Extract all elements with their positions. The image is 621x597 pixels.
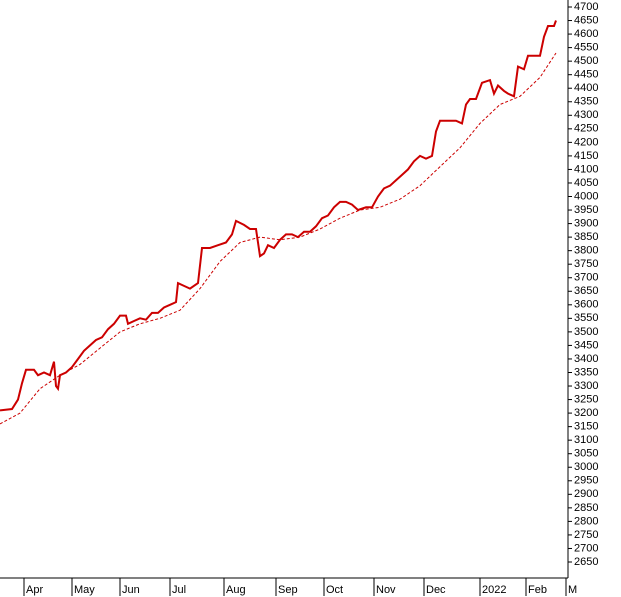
- y-tick-label: 3250: [574, 393, 598, 405]
- y-tick-label: 4100: [574, 163, 598, 175]
- y-tick-label: 2650: [574, 556, 598, 568]
- x-tick-label: Dec: [426, 584, 446, 596]
- x-tick-label: Sep: [278, 584, 298, 596]
- y-tick-label: 4000: [574, 190, 598, 202]
- y-tick-label: 4300: [574, 109, 598, 121]
- y-tick-label: 4350: [574, 96, 598, 108]
- x-tick-label: Oct: [326, 584, 343, 596]
- y-tick-label: 3550: [574, 312, 598, 324]
- y-tick-label: 4050: [574, 177, 598, 189]
- x-tick-label: Nov: [376, 584, 396, 596]
- y-tick-label: 3950: [574, 204, 598, 216]
- y-tick-label: 4600: [574, 28, 598, 40]
- x-tick-label: Jun: [122, 584, 140, 596]
- y-tick-label: 3450: [574, 339, 598, 351]
- y-tick-label: 2900: [574, 488, 598, 500]
- y-tick-label: 3800: [574, 245, 598, 257]
- y-tick-label: 4500: [574, 55, 598, 67]
- y-tick-label: 4150: [574, 150, 598, 162]
- y-tick-label: 3150: [574, 421, 598, 433]
- y-tick-label: 3500: [574, 326, 598, 338]
- y-tick-label: 2750: [574, 529, 598, 541]
- x-tick-label: Aug: [226, 584, 246, 596]
- y-tick-label: 3000: [574, 461, 598, 473]
- y-tick-label: 3750: [574, 258, 598, 270]
- y-tick-label: 3100: [574, 434, 598, 446]
- y-tick-label: 4200: [574, 136, 598, 148]
- price-line: [0, 20, 557, 412]
- y-tick-label: 3900: [574, 217, 598, 229]
- y-tick-label: 2850: [574, 502, 598, 514]
- y-tick-label: 3400: [574, 353, 598, 365]
- y-tick-label: 4700: [574, 1, 598, 13]
- y-tick-label: 4400: [574, 82, 598, 94]
- y-tick-label: 2700: [574, 542, 598, 554]
- y-tick-label: 3300: [574, 380, 598, 392]
- x-tick-label: May: [74, 584, 95, 596]
- y-tick-label: 3700: [574, 272, 598, 284]
- x-tick-label: Feb: [528, 584, 547, 596]
- y-tick-label: 2800: [574, 515, 598, 527]
- y-tick-label: 3200: [574, 407, 598, 419]
- y-tick-label: 3350: [574, 366, 598, 378]
- y-tick-label: 4650: [574, 14, 598, 26]
- y-tick-label: 4250: [574, 123, 598, 135]
- x-tick-label: Apr: [26, 584, 43, 596]
- x-tick-label: Jul: [172, 584, 186, 596]
- moving-average-line: [0, 52, 557, 425]
- y-tick-label: 3850: [574, 231, 598, 243]
- y-tick-label: 2950: [574, 475, 598, 487]
- y-tick-label: 3650: [574, 285, 598, 297]
- x-tick-label: 2022: [482, 584, 506, 596]
- y-tick-label: 3600: [574, 299, 598, 311]
- y-tick-label: 3050: [574, 448, 598, 460]
- x-tick-label: M: [568, 584, 577, 596]
- y-tick-label: 4450: [574, 69, 598, 81]
- y-tick-label: 4550: [574, 42, 598, 54]
